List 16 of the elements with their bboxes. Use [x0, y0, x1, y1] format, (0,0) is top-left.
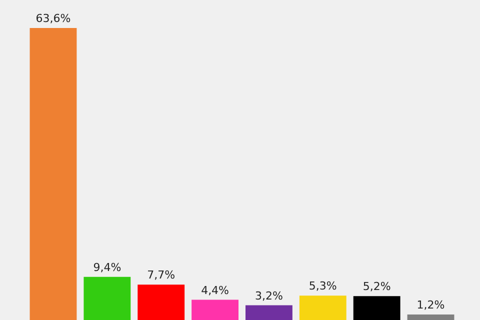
- bar: [138, 284, 185, 320]
- bar: [246, 305, 292, 320]
- bar: [353, 296, 400, 320]
- data-label: 5,2%: [362, 280, 391, 294]
- data-label: 3,2%: [254, 289, 283, 302]
- bar: [299, 296, 346, 320]
- data-label: 5,3%: [308, 280, 337, 293]
- bar: [30, 28, 77, 320]
- bar: [84, 276, 131, 320]
- data-label: 1,2%: [416, 298, 445, 312]
- bar: [192, 300, 238, 320]
- data-label: 4,4%: [201, 284, 230, 297]
- data-label: 63,6%: [36, 12, 71, 25]
- data-label: 9,4%: [93, 260, 122, 274]
- bar: [407, 314, 454, 320]
- data-label: 7,7%: [147, 268, 176, 282]
